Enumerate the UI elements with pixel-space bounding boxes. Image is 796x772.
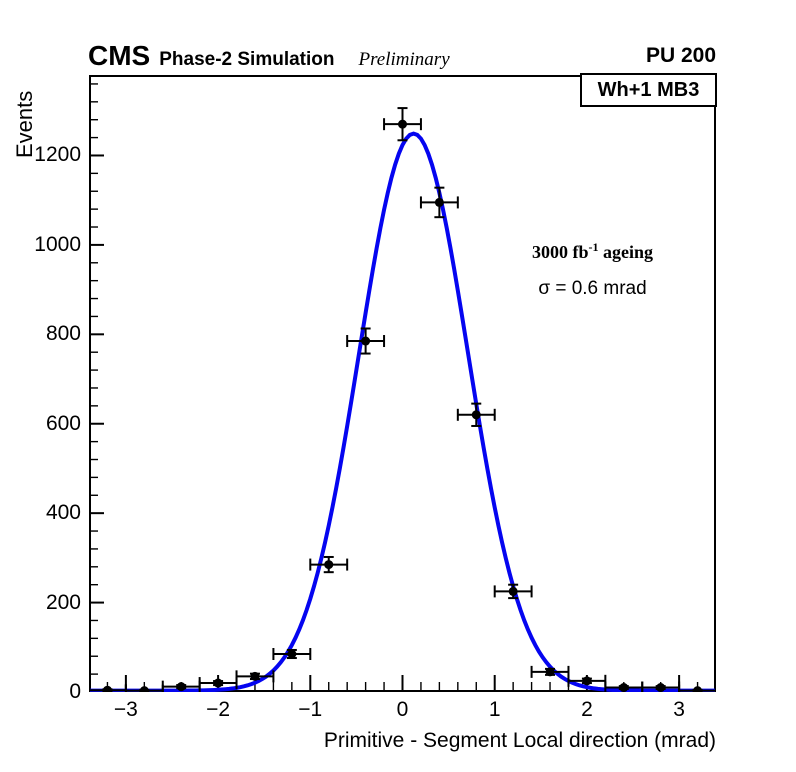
data-point (545, 667, 555, 677)
x-tick-label: 0 (396, 698, 409, 721)
y-tick-label: 600 (45, 411, 81, 435)
data-point (619, 683, 629, 692)
data-point (139, 686, 149, 692)
x-tick-label: 3 (673, 698, 685, 721)
y-tick-label: 1200 (34, 143, 81, 167)
y-tick-label: 1000 (34, 232, 81, 256)
lumi-suffix: ageing (598, 242, 654, 262)
y-tick-label: 400 (45, 501, 81, 525)
header-left: CMS Phase-2 Simulation Preliminary (88, 40, 450, 72)
data-point (508, 586, 518, 596)
x-tick-label: −3 (113, 698, 138, 721)
y-tick-label: 0 (69, 680, 81, 703)
pileup-label: PU 200 (645, 44, 716, 67)
x-tick-label: −1 (298, 698, 323, 721)
luminosity-annotation: 3000 fb-1 ageing (470, 240, 715, 263)
data-point (434, 197, 444, 207)
x-axis-title: Primitive - Segment Local direction (mra… (323, 729, 716, 752)
x-tick-label: 2 (581, 698, 593, 721)
data-point (361, 336, 371, 346)
lumi-exponent: -1 (588, 240, 599, 254)
data-point (693, 686, 703, 692)
simulation-label: Phase-2 Simulation (159, 49, 335, 70)
data-point (176, 682, 186, 692)
data-point (213, 678, 223, 688)
plot-frame (89, 75, 716, 692)
data-point (324, 560, 334, 570)
data-point (582, 676, 592, 686)
lumi-prefix: 3000 fb (531, 242, 589, 262)
region-label-box: Wh+1 MB3 (580, 73, 717, 107)
data-point (471, 410, 481, 420)
sigma-annotation: σ = 0.6 mrad (538, 278, 647, 299)
data-point (398, 119, 407, 129)
region-label: Wh+1 MB3 (597, 78, 700, 101)
plot-area (89, 75, 716, 692)
data-point (250, 671, 260, 681)
gaussian-fit-curve (89, 131, 716, 692)
cms-logo-text: CMS (88, 40, 151, 71)
y-tick-label: 200 (45, 590, 81, 614)
data-point (287, 649, 297, 659)
x-tick-label: −2 (206, 698, 231, 721)
data-point (102, 685, 112, 692)
y-tick-label: 800 (45, 322, 81, 346)
preliminary-label: Preliminary (358, 49, 450, 70)
data-layer (89, 107, 716, 692)
x-tick-label: 1 (488, 698, 501, 721)
data-point (656, 683, 666, 692)
